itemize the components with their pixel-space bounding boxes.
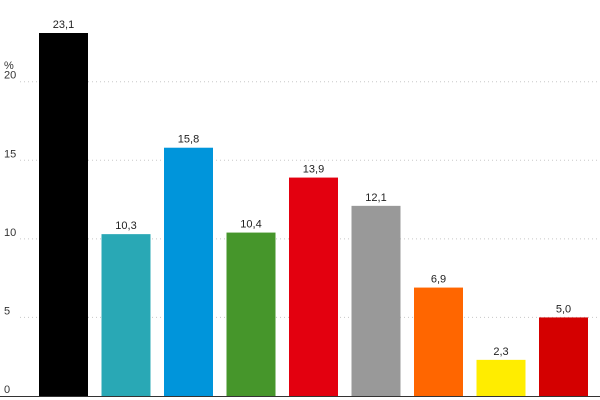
bar-value-label-1: 23,1 xyxy=(53,19,74,31)
bar-value-label-3: 15,8 xyxy=(178,134,199,146)
bar-3 xyxy=(164,147,213,396)
bar-4 xyxy=(226,232,276,396)
bar-value-label-5: 13,9 xyxy=(303,164,324,176)
bar-2 xyxy=(101,234,151,396)
y-tick-label-5: 5 xyxy=(4,305,10,317)
bar-7 xyxy=(414,287,463,396)
bar-value-label-6: 12,1 xyxy=(365,192,386,204)
bar-8 xyxy=(476,359,526,396)
y-tick-label-10: 10 xyxy=(4,227,16,239)
bar-value-label-7: 6,9 xyxy=(431,274,446,286)
bars-layer xyxy=(39,33,588,396)
bar-value-label-8: 2,3 xyxy=(493,346,508,358)
y-tick-label-20: 20 xyxy=(4,70,16,82)
bar-5 xyxy=(289,177,338,396)
y-axis: % 0 5 10 15 20 xyxy=(0,60,600,397)
y-tick-label-0: 0 xyxy=(4,384,10,396)
bar-9 xyxy=(539,317,588,396)
bar-6 xyxy=(351,205,401,396)
data-labels-layer: 23,1 10,3 15,8 10,4 13,9 12,1 6,9 2,3 5,0 xyxy=(53,19,571,358)
bar-value-label-9: 5,0 xyxy=(556,303,571,315)
bar-value-label-2: 10,3 xyxy=(115,220,136,232)
bar-value-label-4: 10,4 xyxy=(240,219,261,231)
y-tick-label-15: 15 xyxy=(4,148,16,160)
y-axis-unit-label: % xyxy=(4,60,14,72)
bar-1 xyxy=(39,33,88,396)
